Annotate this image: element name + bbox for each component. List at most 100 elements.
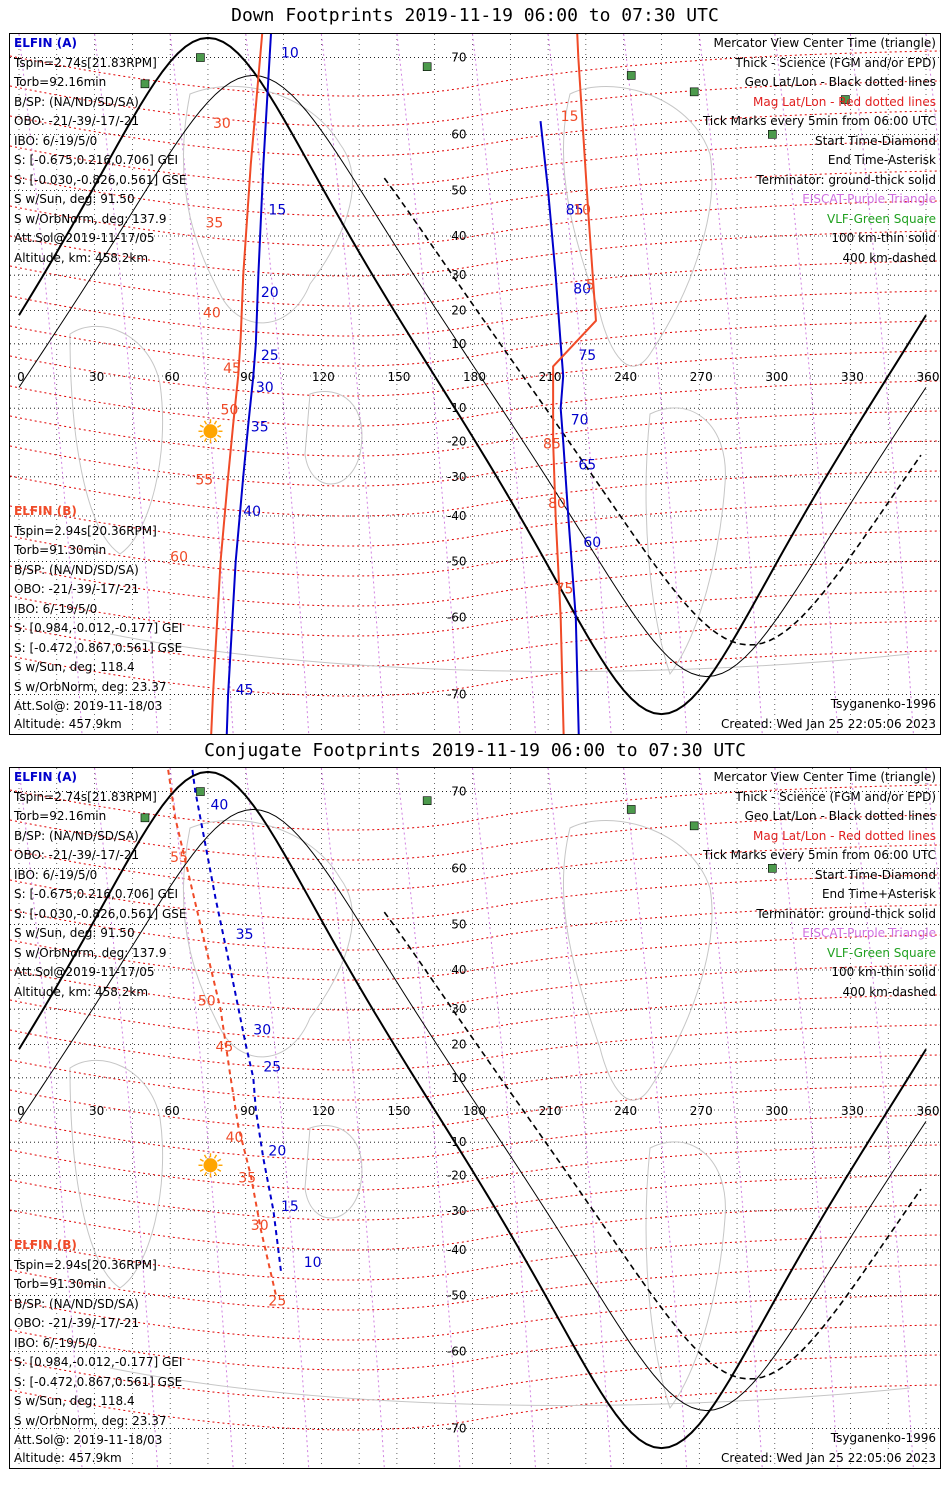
x-tick-label: 150	[387, 370, 410, 384]
legend-line: End Time+Asterisk	[821, 887, 936, 901]
vlf-station-square	[689, 821, 699, 831]
elfin-b-line: S w/OrbNorm, deg: 23.37	[14, 679, 167, 694]
elfin-b-tick-label: 85	[543, 436, 561, 452]
legend-line: VLF-Green Square	[827, 945, 936, 960]
mag-lon-gridline	[623, 34, 688, 734]
x-tick-label: 90	[240, 370, 255, 384]
vlf-station-square	[422, 62, 432, 71]
legend-line: EISCAT-Purple Triangle	[802, 192, 936, 206]
elfin-b-line: Torb=91.30min	[14, 1277, 107, 1291]
x-tick-label: 210	[539, 370, 562, 384]
elfin-a-tick-label: 25	[263, 1059, 281, 1075]
elfin-a-line: Tspin=2.74s[21.83RPM]	[14, 789, 157, 804]
elfin-a-tick-label: 70	[571, 413, 589, 429]
elfin-b-tick-label: 30	[251, 1218, 269, 1234]
y-tick-label: 30	[451, 1002, 466, 1016]
mag-lon-gridline	[396, 768, 461, 1468]
elfin-b-line: S: [-0.472,0.867,0.561] GSE	[14, 1374, 183, 1389]
terminator-100km	[18, 74, 927, 678]
elfin-b-line: B/SP: (NA/ND/SD/SA)	[14, 562, 139, 577]
x-tick-label: 180	[463, 370, 486, 384]
mag-lon-gridline	[169, 34, 234, 734]
vlf-station-square	[689, 87, 699, 97]
y-tick-label: -40	[447, 1243, 467, 1257]
y-tick-label: 10	[451, 1071, 466, 1085]
x-tick-label: 0	[17, 370, 25, 384]
legend-line: 100 km-thin solid	[831, 965, 936, 979]
sun-icon	[203, 1158, 218, 1173]
x-tick-label: 150	[387, 1104, 410, 1118]
legend-line: VLF-Green Square	[827, 211, 936, 226]
sun-ray	[199, 1158, 204, 1162]
elfin-a-tick-label: 45	[236, 682, 254, 698]
mag-lat-gridline	[10, 380, 940, 427]
model-label: Tsyganenko-1996	[830, 697, 936, 711]
elfin-b-line: Att.Sol@: 2019-11-18/03	[14, 1433, 163, 1447]
sun-ray	[213, 437, 218, 443]
elfin-a-tick-label: 30	[253, 1022, 271, 1038]
elfin-a-tick-label: 65	[578, 457, 596, 473]
sun-ray	[213, 1171, 218, 1177]
elfin-a-line: S: [-0.030,-0.826,0.561] GSE	[14, 172, 187, 187]
legend-line: Mag Lat/Lon - Red dotted lines	[752, 94, 936, 109]
y-tick-label: 70	[451, 51, 466, 65]
mag-lat-gridline	[10, 1114, 940, 1161]
mag-lon-gridline	[623, 768, 688, 1468]
vlf-station-square	[768, 864, 777, 873]
continent-outline	[183, 85, 353, 324]
x-tick-label: 360	[917, 1104, 940, 1118]
sun-icon	[203, 424, 218, 439]
y-tick-label: 50	[451, 184, 466, 198]
legend-line: Terminator: ground-thick solid	[756, 172, 936, 187]
legend-line: 400 km-dashed	[842, 984, 936, 999]
legend-line: Thick - Science (FGM and/or EPD)	[735, 789, 936, 804]
elfin-a-header: ELFIN (A)	[14, 36, 77, 50]
elfin-b-header: ELFIN (B)	[14, 504, 77, 518]
mag-lon-gridline	[547, 34, 612, 734]
elfin-a-line: B/SP: (NA/ND/SD/SA)	[14, 94, 139, 109]
mag-lon-gridline	[774, 34, 839, 734]
elfin-b-tick-label: 50	[221, 403, 239, 419]
elfin-b-track	[210, 34, 264, 734]
y-tick-label: -40	[447, 509, 467, 523]
elfin-b-line: S w/Sun, deg: 118.4	[14, 660, 135, 674]
y-tick-label: -70	[447, 687, 467, 701]
y-tick-label: -70	[447, 1421, 467, 1435]
x-tick-label: 240	[614, 370, 637, 384]
elfin-b-tick-label: 75	[556, 581, 574, 597]
elfin-a-tick-label: 15	[268, 202, 286, 218]
elfin-a-info-down: ELFIN (A) Tspin=2.74s[21.83RPM] Torb=92.…	[14, 34, 187, 268]
elfin-a-line: B/SP: (NA/ND/SD/SA)	[14, 828, 139, 843]
elfin-a-tick-label: 75	[578, 348, 596, 364]
sun-ray	[213, 1154, 218, 1159]
map-canvas-down: 0 30 60 90 120 150 180 210 240 270 300 330 360 70 60 50…	[10, 34, 940, 734]
sun-ray	[217, 1158, 222, 1162]
y-tick-label: -10	[447, 401, 467, 415]
y-tick-label: -10	[447, 1135, 467, 1149]
mag-lon-gridline	[18, 34, 83, 734]
mag-lon-gridline	[94, 34, 159, 734]
elfin-a-info-conjugate: ELFIN (A) Tspin=2.74s[21.83RPM] Torb=92.…	[14, 768, 187, 1002]
y-tick-label: 70	[451, 785, 466, 799]
elfin-a-tick-label: 80	[573, 281, 591, 297]
legend-line: Mercator View Center Time (triangle)	[713, 36, 936, 50]
model-label: Tsyganenko-1996	[830, 1431, 936, 1445]
vlf-station-square	[626, 71, 636, 80]
elfin-b-tick-label: 80	[548, 496, 566, 512]
mag-lon-gridline	[849, 768, 914, 1468]
x-tick-label: 300	[765, 1104, 788, 1118]
elfin-b-tick-label: 15	[561, 109, 579, 125]
legend-line: Start Time-Diamond	[814, 867, 936, 882]
continent-outline	[562, 86, 713, 367]
legend-line: Tick Marks every 5min from 06:00 UTC	[702, 114, 936, 128]
continent-outline	[562, 820, 713, 1101]
mag-lon-gridline	[472, 768, 536, 1468]
mag-lat-gridline	[10, 440, 940, 487]
elfin-b-line: IBO: 6/-19/5/0	[14, 601, 98, 616]
elfin-b-header: ELFIN (B)	[14, 1238, 77, 1252]
elfin-a-tick-label: 35	[251, 419, 269, 435]
mag-lat-gridline	[10, 1024, 940, 1071]
y-tick-label: 30	[451, 268, 466, 282]
y-tick-label: 10	[451, 337, 466, 351]
elfin-a-tick-label: 10	[304, 1255, 322, 1271]
